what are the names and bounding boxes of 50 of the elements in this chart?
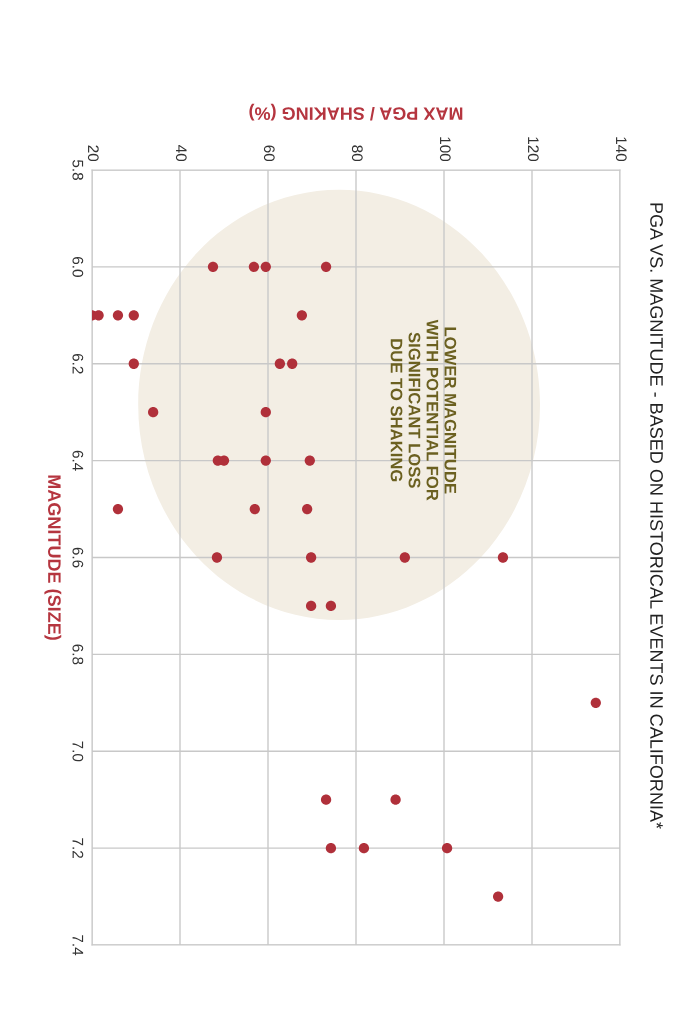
y-tick-label: 6.4 (72, 450, 84, 471)
point (441, 842, 453, 854)
y-tick-label: 7.0 (72, 741, 84, 762)
point (305, 552, 317, 563)
x-tick-label: 60 (263, 145, 275, 162)
point (249, 503, 260, 515)
x-tick-label: 40 (175, 145, 187, 162)
y-tick-label: 6.6 (72, 547, 84, 568)
x-tick-label: 120 (527, 137, 539, 162)
annotation: LOWER MAGNITUDE WITH POTENTIAL FOR SIGNIFICANT LOSS DUE TO SHAKING (390, 319, 457, 501)
point (112, 310, 124, 321)
point (590, 697, 601, 708)
y-tick-label: 6.2 (72, 353, 84, 374)
point (325, 842, 337, 854)
point (492, 891, 504, 902)
point (148, 407, 159, 418)
point (320, 794, 332, 805)
point (274, 358, 286, 369)
point (296, 310, 308, 321)
y-tick-label: 6.0 (72, 257, 84, 277)
point (497, 552, 509, 563)
y-tick-label: 5.8 (72, 159, 84, 180)
x-axis-title: MAX PGA / SHAKING (%) (249, 103, 463, 121)
point (260, 261, 271, 273)
point (399, 552, 410, 563)
x-tick-label: 80 (351, 145, 363, 162)
point (260, 407, 271, 418)
point (304, 455, 315, 466)
point (112, 503, 124, 515)
text: PGA VS. MAGNITUDE - BASED ON HISTORICAL EVENTS IN CALIFORNIA* (650, 203, 663, 829)
point (128, 358, 139, 369)
point (305, 600, 317, 612)
point (211, 552, 223, 563)
point (320, 261, 332, 273)
y-tick-label: 7.4 (72, 935, 84, 956)
point (260, 455, 271, 466)
x-tick-label: 140 (615, 137, 627, 162)
point (248, 261, 260, 273)
y-axis-title: MAGNITUDE (SIZE) (44, 475, 62, 640)
point (390, 794, 401, 805)
point (325, 600, 337, 612)
point (287, 358, 298, 369)
point (128, 310, 139, 321)
x-tick-label: 100 (439, 137, 451, 162)
point (302, 503, 313, 515)
y-tick-label: 7.2 (72, 838, 84, 858)
point (207, 261, 219, 273)
x-tick-label: 20 (87, 145, 99, 162)
point (358, 842, 370, 854)
y-tick-label: 6.8 (72, 644, 84, 665)
